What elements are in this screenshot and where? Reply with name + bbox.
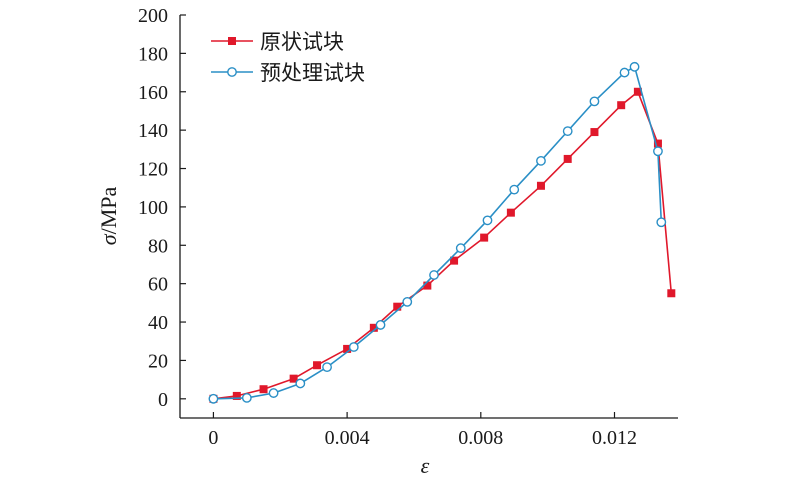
data-point-original: [633, 87, 642, 96]
data-point-original: [423, 281, 432, 290]
data-point-original: [667, 289, 676, 298]
series-line-original: [213, 91, 673, 400]
series-line-pretreated: [213, 66, 663, 400]
data-point-pretreated: [656, 217, 667, 228]
series-pretreated: [208, 61, 667, 404]
plot-frame: [179, 15, 678, 419]
data-point-original: [617, 101, 626, 110]
data-point-pretreated: [322, 362, 332, 373]
y-tick-label: 0: [158, 389, 168, 411]
y-axis-ticks: 0 20 40 60 80 100 120 140 160 180 200: [138, 5, 186, 411]
y-tick-label: 80: [148, 235, 168, 257]
data-point-original: [313, 361, 322, 370]
data-point-original: [563, 154, 572, 163]
y-tick-label: 160: [138, 82, 168, 104]
y-tick-label: 140: [138, 120, 168, 142]
y-tick-label: 180: [138, 43, 168, 65]
y-tick-label: 20: [148, 350, 168, 372]
x-tick-label: 0.012: [592, 427, 637, 449]
data-point-original: [259, 385, 268, 394]
data-point-pretreated: [429, 270, 439, 280]
x-axis-title: ε: [421, 453, 430, 478]
data-point-pretreated: [455, 243, 466, 254]
data-point-pretreated: [509, 184, 520, 195]
y-tick-label: 100: [138, 197, 168, 219]
data-point-pretreated: [208, 393, 219, 404]
data-point-pretreated: [629, 61, 640, 72]
data-point-pretreated: [619, 67, 630, 78]
y-tick-label: 120: [138, 159, 168, 181]
y-tick-label: 40: [148, 312, 168, 334]
y-tick-label: 60: [148, 274, 168, 296]
data-point-original: [653, 139, 662, 148]
data-point-pretreated: [482, 215, 493, 226]
y-tick-label: 200: [138, 5, 168, 27]
data-point-pretreated: [653, 146, 663, 157]
data-point-original: [232, 391, 241, 400]
legend-label-pretreated: 预处理试块: [260, 61, 365, 85]
legend-marker-pretreated: [227, 67, 237, 77]
y-axis-unit: /MPa: [96, 187, 121, 235]
data-point-original: [289, 374, 298, 383]
legend-label-original: 原状试块: [260, 30, 344, 54]
legend-item-pretreated: 预处理试块: [211, 61, 365, 85]
legend: 原状试块 预处理试块: [211, 30, 365, 85]
data-point-pretreated: [536, 155, 546, 166]
data-point-original: [536, 181, 545, 190]
y-axis-symbol: σ: [96, 233, 121, 245]
x-tick-label: 0.004: [325, 427, 370, 449]
legend-marker-original: [228, 37, 236, 45]
data-point-original: [450, 256, 459, 265]
data-point-pretreated: [375, 320, 386, 330]
data-point-original: [393, 302, 402, 311]
data-point-original: [590, 128, 599, 137]
x-axis-ticks: 0 0.004 0.008 0.012: [208, 412, 637, 449]
data-point-pretreated: [295, 378, 306, 389]
data-point-original: [343, 344, 352, 353]
data-point-pretreated: [562, 126, 573, 137]
data-point-pretreated: [241, 392, 252, 403]
y-axis-title: σ/MPa: [96, 187, 121, 246]
data-point-original: [369, 323, 378, 332]
series-original: [209, 87, 676, 403]
x-tick-label: 0.008: [458, 427, 503, 449]
data-point-original: [480, 233, 489, 242]
x-tick-label: 0: [208, 427, 218, 449]
data-point-pretreated: [268, 388, 279, 398]
data-point-pretreated: [589, 96, 600, 107]
series-layer: [208, 61, 676, 404]
data-point-pretreated: [402, 296, 413, 307]
legend-item-original: 原状试块: [211, 30, 344, 54]
data-point-pretreated: [348, 342, 359, 352]
data-point-original: [506, 208, 515, 217]
